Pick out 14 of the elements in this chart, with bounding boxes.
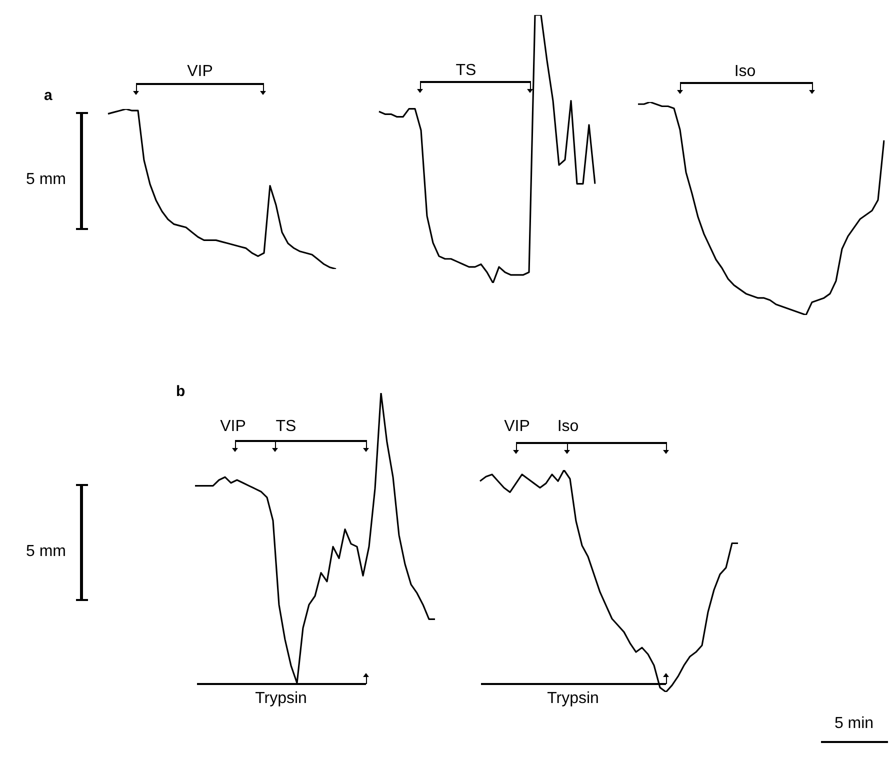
text: 5 mm xyxy=(26,543,66,561)
chart-title: a xyxy=(44,87,52,104)
text: 5 mm xyxy=(26,171,66,189)
chart-title: b xyxy=(176,383,186,400)
text: Trypsin xyxy=(255,690,307,708)
text: Iso xyxy=(734,63,756,81)
text: Iso xyxy=(557,418,579,436)
text: 5 min xyxy=(834,715,874,733)
annotation: TS xyxy=(276,418,296,436)
annotation: Trypsin xyxy=(547,690,599,708)
text: VIP xyxy=(504,418,530,436)
annotation: TS xyxy=(456,62,476,80)
annotation: VIP xyxy=(220,418,246,436)
text: VIP xyxy=(187,63,213,81)
